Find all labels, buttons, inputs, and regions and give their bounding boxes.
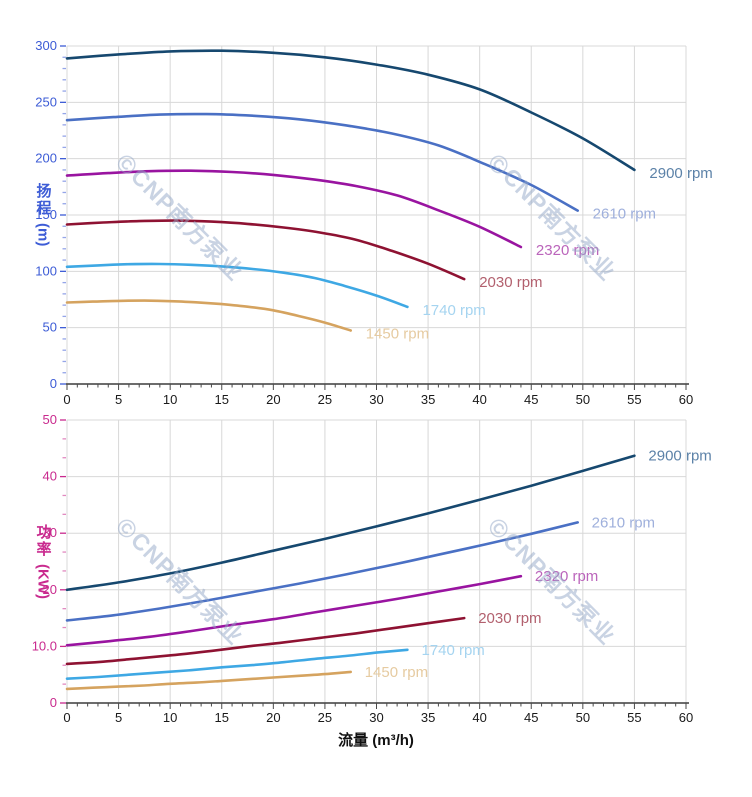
pump-curve-2610-rpm	[65, 112, 579, 212]
curve-label: 1740 rpm	[421, 642, 484, 659]
pump-curve-1740-rpm	[65, 262, 409, 309]
y-axis: 0 10.0 20 30 40 50	[32, 412, 66, 710]
x-tick-label: 0	[63, 710, 70, 725]
y-axis: 0 50 100 150 200 250 300	[35, 38, 66, 391]
pump-curve-1450-rpm	[65, 670, 352, 691]
y-tick-label: 10.0	[32, 638, 57, 653]
x-tick-label: 25	[318, 392, 332, 407]
x-tick-label: 50	[576, 710, 590, 725]
x-tick-label: 60	[679, 710, 693, 725]
curve-label: 1450 rpm	[366, 325, 429, 342]
y-tick-label: 20	[43, 582, 57, 597]
curve-label: 2900 rpm	[648, 448, 711, 465]
gridlines	[66, 45, 687, 384]
y-tick-label: 200	[35, 151, 57, 166]
pump-curve-2320-rpm	[65, 169, 523, 249]
x-tick-label: 35	[421, 710, 435, 725]
pump-curve-2900-rpm	[65, 454, 636, 592]
y-tick-label: 150	[35, 207, 57, 222]
x-tick-label: 45	[524, 710, 538, 725]
y-tick-label: 50	[43, 412, 57, 427]
y-tick-label: 30	[43, 525, 57, 540]
x-tick-label: 5	[115, 392, 122, 407]
x-tick-label: 10	[163, 392, 177, 407]
head-axis-title-text: 扬程	[34, 183, 52, 218]
head-chart: 0 5 10 15 20 25 30 35 40 45 50 55 60 0 50 100 150 200 250 3…	[35, 38, 712, 407]
x-axis: 0 5 10 15 20 25 30 35 40 45 50 55 60	[63, 383, 693, 407]
pump-curve-1740-rpm	[65, 648, 409, 680]
head-axis-unit: (m)	[34, 223, 52, 247]
x-tick-label: 20	[266, 710, 280, 725]
pump-curve-2610-rpm	[65, 521, 579, 622]
x-tick-label: 45	[524, 392, 538, 407]
curve-label: 2900 rpm	[649, 165, 712, 182]
x-tick-label: 15	[215, 392, 229, 407]
x-tick-label: 20	[266, 392, 280, 407]
pump-curve-2030-rpm	[65, 219, 466, 281]
curve-label: 1450 rpm	[365, 664, 428, 681]
power-axis-unit: (KW)	[34, 564, 52, 599]
pump-curve-2320-rpm	[65, 574, 523, 647]
curve-label: 2320 rpm	[535, 568, 598, 585]
pump-curve-1450-rpm	[65, 299, 352, 332]
curve-label: 2030 rpm	[479, 274, 542, 291]
x-tick-label: 35	[421, 392, 435, 407]
curve-label: 2610 rpm	[592, 514, 655, 531]
x-axis: 0 5 10 15 20 25 30 35 40 45 50 55 60	[63, 702, 693, 725]
y-tick-label: 250	[35, 94, 57, 109]
y-tick-label: 50	[43, 320, 57, 335]
x-tick-label: 50	[576, 392, 590, 407]
x-tick-label: 55	[627, 392, 641, 407]
power-chart: 0 5 10 15 20 25 30 35 40 45 50 55 60 0 10.0 20 30 40 50 290…	[32, 412, 712, 725]
y-tick-label: 40	[43, 469, 57, 484]
x-tick-label: 10	[163, 710, 177, 725]
power-axis-title-text: 功率	[34, 524, 52, 558]
x-tick-label: 30	[369, 392, 383, 407]
x-tick-label: 55	[627, 710, 641, 725]
gridlines	[66, 419, 687, 703]
curve-label: 1740 rpm	[422, 302, 485, 319]
x-tick-label: 5	[115, 710, 122, 725]
pump-curve-2900-rpm	[65, 49, 636, 172]
x-tick-label: 40	[472, 392, 486, 407]
y-tick-label: 0	[50, 376, 57, 391]
y-tick-label: 300	[35, 38, 57, 53]
x-tick-label: 40	[472, 710, 486, 725]
x-tick-label: 30	[369, 710, 383, 725]
curve-label: 2030 rpm	[478, 610, 541, 627]
power-axis-title: 功率 (KW)	[30, 420, 56, 703]
y-tick-label: 100	[35, 263, 57, 278]
pump-curve-2030-rpm	[65, 616, 466, 666]
flow-axis-title: 流量 (m³/h)	[338, 732, 414, 749]
x-tick-label: 0	[63, 392, 70, 407]
curve-label: 2320 rpm	[536, 242, 599, 259]
x-tick-label: 60	[679, 392, 693, 407]
x-tick-label: 25	[318, 710, 332, 725]
head-axis-title: 扬程 (m)	[30, 46, 56, 384]
curve-label: 2610 rpm	[593, 206, 656, 223]
x-tick-label: 15	[215, 710, 229, 725]
y-tick-label: 0	[50, 695, 57, 710]
